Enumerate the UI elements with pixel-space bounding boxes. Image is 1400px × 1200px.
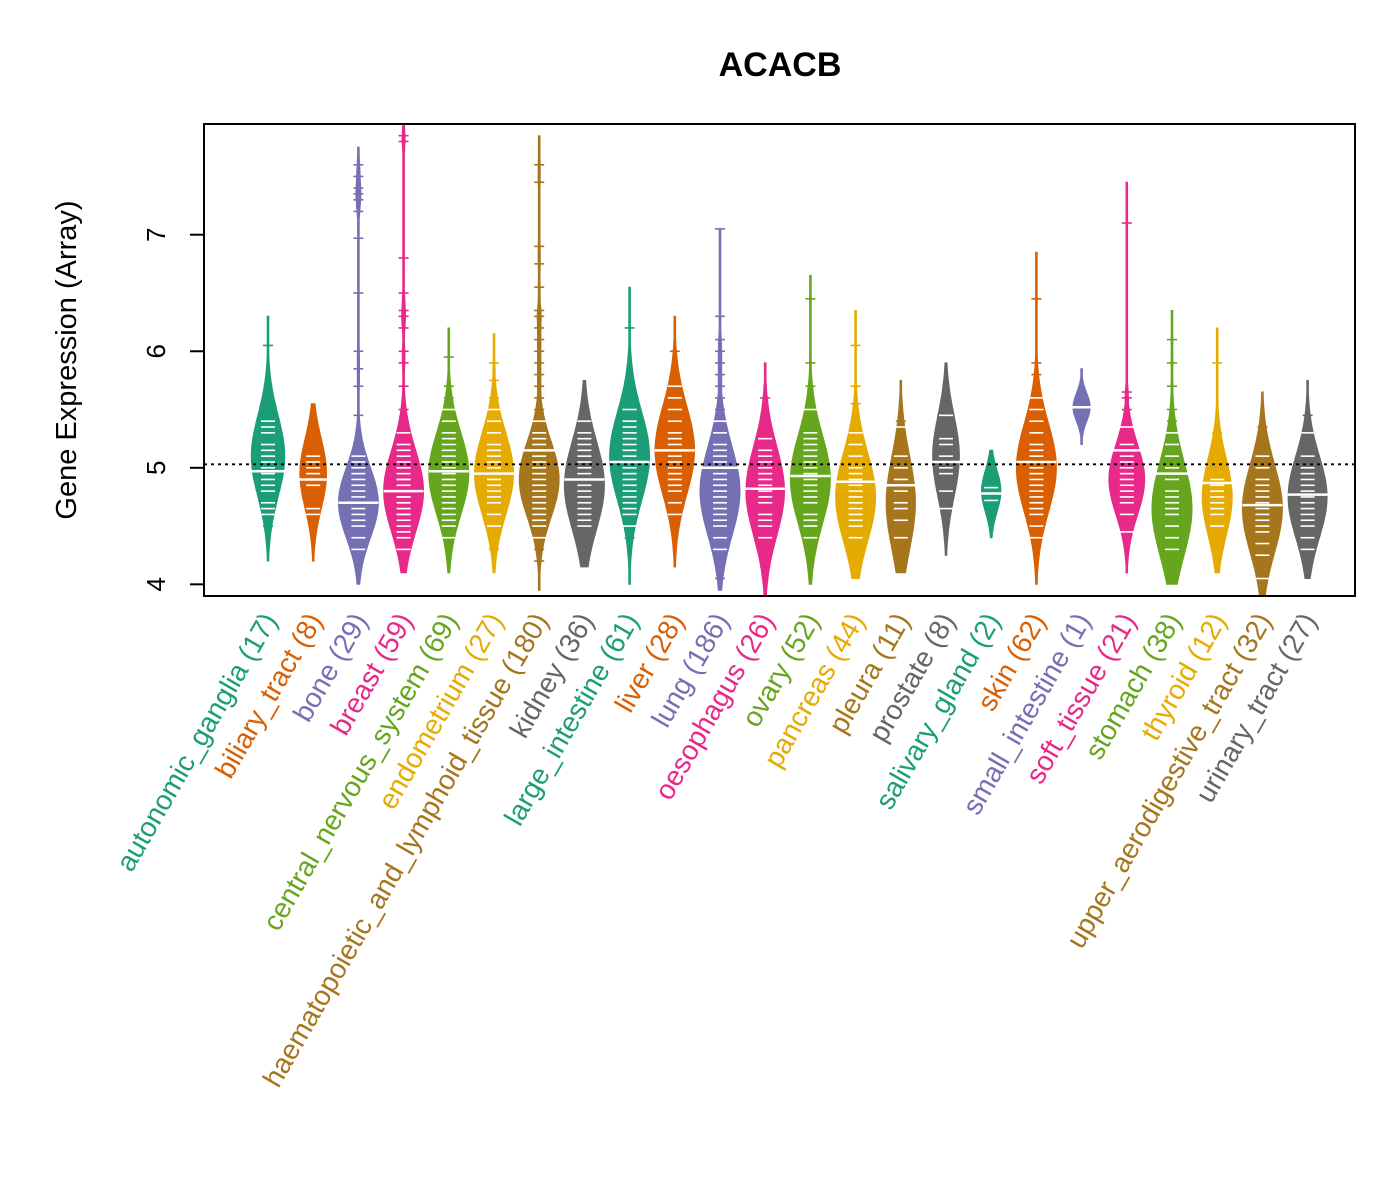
- bean-density-shape: [299, 403, 327, 562]
- bean-oesophagus: [745, 362, 786, 597]
- bean-endometrium: [473, 333, 515, 574]
- bean-small-intestine: [1071, 368, 1093, 445]
- y-tick-label: 6: [141, 344, 171, 358]
- bean-soft-tissue: [1108, 181, 1146, 574]
- bean-density-shape: [789, 275, 831, 585]
- bean-density-shape: [1015, 251, 1057, 585]
- bean-biliary-tract: [298, 403, 329, 562]
- y-axis-label: Gene Expression (Array): [51, 200, 83, 519]
- bean-density-shape: [654, 315, 696, 568]
- bean-ovary: [789, 275, 831, 585]
- chart-title: ACACB: [719, 46, 842, 84]
- bean-density-shape: [250, 315, 286, 562]
- bean-density-shape: [1201, 327, 1233, 574]
- bean-central-nervous-system: [428, 327, 470, 574]
- bean-density-shape: [932, 362, 960, 556]
- bean-large-intestine: [609, 286, 651, 585]
- bean-kidney: [563, 379, 605, 568]
- y-tick-label: 7: [141, 227, 171, 241]
- bean-density-shape: [609, 286, 651, 585]
- bean-density-shape: [473, 333, 515, 574]
- bean-density-shape: [337, 146, 379, 585]
- bean-density-shape: [1108, 181, 1146, 574]
- y-axis: 4 5 6 7: [141, 227, 204, 592]
- bean-breast: [383, 123, 425, 574]
- bean-liver: [654, 315, 696, 568]
- bean-pancreas: [835, 310, 877, 579]
- bean-haematopoietic-and-lymphoid-tissue: [518, 135, 560, 591]
- bean-density-shape: [1241, 391, 1283, 597]
- beans-layer: [250, 123, 1328, 597]
- bean-lung: [699, 228, 741, 591]
- bean-stomach: [1151, 310, 1193, 585]
- x-axis-category-labels: autonomic_ganglia (17)biliary_tract (8)b…: [110, 608, 1323, 1093]
- bean-density-shape: [1151, 310, 1193, 585]
- bean-density-shape: [383, 123, 425, 574]
- bean-skin: [1015, 251, 1057, 585]
- y-tick-label: 4: [141, 577, 171, 591]
- bean-autonomic-ganglia: [250, 315, 286, 562]
- bean-urinary-tract: [1287, 379, 1328, 579]
- bean-prostate: [930, 362, 962, 556]
- plot-frame: [203, 123, 1356, 597]
- bean-density-shape: [885, 379, 916, 574]
- bean-salivary-gland: [979, 449, 1003, 539]
- bean-pleura: [885, 379, 917, 574]
- bean-thyroid: [1201, 327, 1234, 574]
- bean-upper-aerodigestive-tract: [1241, 391, 1283, 597]
- bean-bone: [337, 146, 379, 585]
- y-tick-label: 5: [141, 461, 171, 475]
